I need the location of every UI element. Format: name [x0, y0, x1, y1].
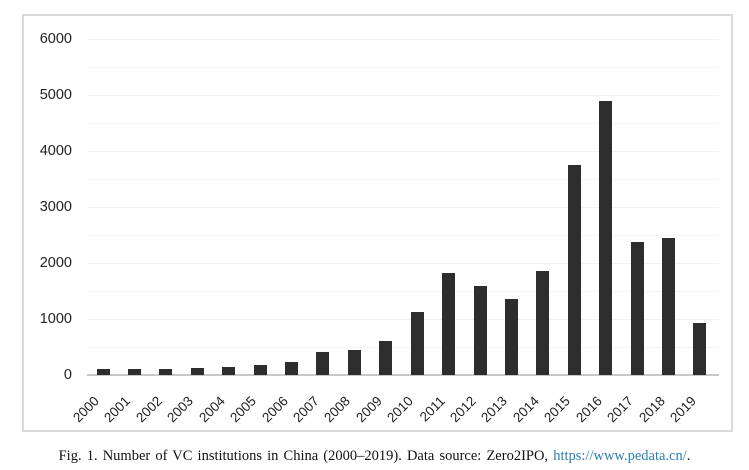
bar-2004	[222, 367, 235, 375]
y-axis-tick-label-0: 0	[63, 367, 72, 383]
bar-2002	[159, 369, 172, 375]
bar-2007	[316, 352, 329, 375]
bar-2003	[191, 368, 204, 375]
y-axis-tick-label-4000: 4000	[39, 143, 72, 159]
gridline-6000	[87, 39, 719, 40]
bar-2017	[631, 242, 644, 375]
vc-institutions-bar-chart: 0 1000 2000 3000 4000 5000 6000 2000 2001 2002 200…	[24, 16, 731, 430]
bar-2001	[128, 369, 141, 375]
gridline-4500	[87, 123, 719, 124]
y-axis-tick-label-6000: 6000	[39, 31, 72, 47]
bar-2006	[285, 362, 298, 375]
bar-2012	[474, 286, 487, 375]
gridline-2500	[87, 235, 719, 236]
gridline-500	[87, 347, 719, 348]
gridline-5000	[87, 95, 719, 96]
bar-2000	[97, 369, 110, 375]
bar-2010	[411, 312, 424, 375]
bar-2013	[505, 299, 518, 375]
bar-2005	[254, 365, 267, 375]
bar-2015	[568, 165, 581, 375]
y-axis-tick-label-3000: 3000	[39, 199, 72, 215]
bar-2011	[442, 273, 455, 375]
bar-2016	[599, 101, 612, 375]
y-axis-tick-label-2000: 2000	[39, 255, 72, 271]
caption-link[interactable]: https://www.pedata.cn/	[553, 448, 687, 464]
gridline-4000	[87, 151, 719, 152]
gridline-1000	[87, 319, 719, 320]
caption-period: .	[686, 448, 691, 464]
x-axis-line	[87, 374, 719, 376]
chart-frame: 0 1000 2000 3000 4000 5000 6000 2000 2001 2002 200…	[22, 14, 733, 432]
gridline-2000	[87, 263, 719, 264]
y-axis-tick-label-1000: 1000	[39, 311, 72, 327]
y-axis-tick-label-5000: 5000	[39, 87, 72, 103]
gridline-3500	[87, 179, 719, 180]
figure-caption: Fig. 1. Number of VC institutions in Chi…	[0, 447, 749, 465]
bar-2014	[536, 271, 549, 375]
bar-2019	[693, 323, 706, 375]
caption-text: Fig. 1. Number of VC institutions in Chi…	[58, 448, 554, 464]
gridline-1500	[87, 291, 719, 292]
bar-2018	[662, 238, 675, 375]
bar-2009	[379, 341, 392, 375]
gridline-5500	[87, 67, 719, 68]
bar-2008	[348, 350, 361, 375]
gridline-3000	[87, 207, 719, 208]
